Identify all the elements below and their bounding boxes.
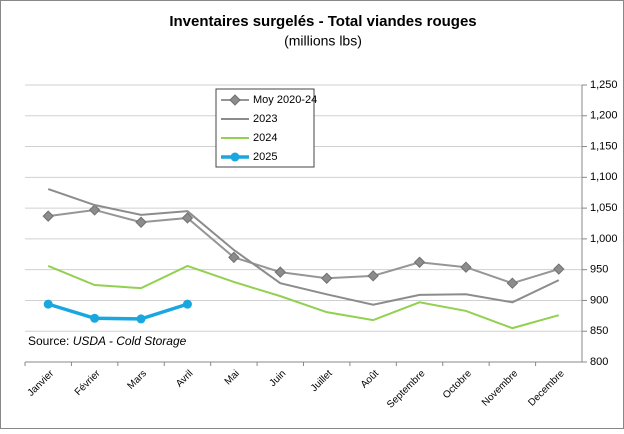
point (135, 216, 147, 228)
source-text: USDA - Cold Storage (73, 334, 187, 348)
legend-label: 2025 (253, 151, 277, 163)
y-tick-label: 800 (590, 356, 608, 368)
series-line (47, 302, 188, 321)
legend-label: 2023 (253, 113, 277, 125)
point (90, 313, 100, 323)
legend-marker (229, 94, 241, 106)
point (43, 299, 53, 309)
point (321, 272, 333, 284)
chart-title: Inventaires surgelés - Total viandes rou… (169, 13, 476, 30)
point (182, 299, 192, 309)
point (42, 210, 54, 222)
point (367, 270, 379, 282)
legend-label: 2024 (253, 132, 277, 144)
point (413, 256, 426, 268)
y-tick-label: 1,200 (590, 110, 618, 122)
series-line (48, 208, 560, 285)
series-line (47, 188, 560, 306)
y-tick-label: 1,100 (590, 171, 618, 183)
legend-label: Moy 2020-24 (253, 94, 317, 106)
source: Source: USDA - Cold Storage (28, 334, 187, 348)
point (88, 204, 101, 216)
series-line (47, 264, 560, 330)
source-label: Source: (28, 334, 69, 348)
chart-subtitle: (millions lbs) (284, 33, 362, 49)
y-tick-label: 1,150 (590, 140, 618, 152)
legend-marker (230, 152, 240, 162)
point (274, 266, 286, 278)
point (181, 212, 194, 224)
point (460, 261, 472, 273)
point (553, 263, 565, 275)
point (506, 277, 519, 289)
point (136, 314, 146, 324)
y-tick-label: 1,250 (590, 79, 618, 91)
y-tick-label: 1,050 (590, 202, 618, 214)
y-tick-label: 950 (590, 264, 608, 276)
y-tick-label: 1,000 (590, 233, 618, 245)
y-tick-label: 850 (590, 325, 608, 337)
point (228, 251, 240, 264)
y-tick-label: 900 (590, 294, 608, 306)
